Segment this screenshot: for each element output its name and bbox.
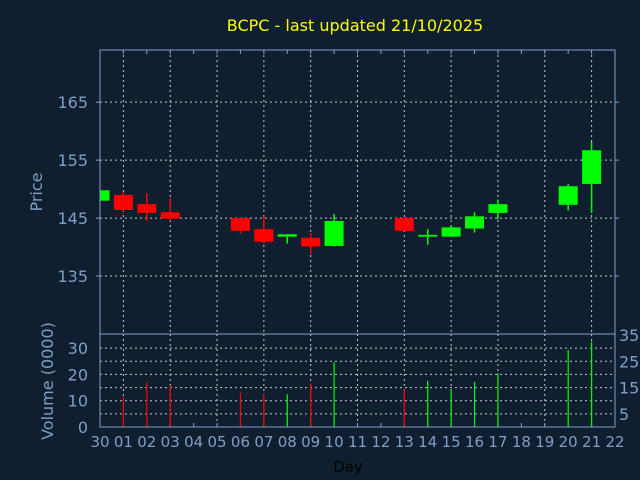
candle-body xyxy=(558,186,578,205)
x-tick-label: 18 xyxy=(512,433,531,451)
volume-plot-frame xyxy=(99,333,616,428)
x-tick-label: 08 xyxy=(278,433,297,451)
x-tick-label: 20 xyxy=(559,433,578,451)
x-tick-label: 06 xyxy=(231,433,250,451)
candle-body xyxy=(254,229,274,242)
volume-axis-label: Volume (0000) xyxy=(38,322,57,440)
x-tick-label: 16 xyxy=(465,433,484,451)
candle-body xyxy=(418,234,438,237)
x-tick-label: 22 xyxy=(605,433,624,451)
x-tick-label: 15 xyxy=(442,433,461,451)
candle-body xyxy=(582,150,602,184)
x-tick-label: 01 xyxy=(114,433,133,451)
x-tick-label: 09 xyxy=(301,433,320,451)
x-tick-label: 14 xyxy=(418,433,437,451)
volume-tick-label: 0 xyxy=(78,418,88,437)
candle-body xyxy=(113,194,133,210)
x-axis-label: Day xyxy=(333,458,363,476)
x-tick-label: 11 xyxy=(348,433,367,451)
volume-tick-label: 25 xyxy=(619,352,639,371)
candle-body xyxy=(277,234,297,237)
price-tick-label: 165 xyxy=(57,93,88,112)
x-tick-label: 04 xyxy=(184,433,203,451)
price-tick-label: 135 xyxy=(57,267,88,286)
volume-tick-label: 10 xyxy=(68,392,88,411)
candle-body xyxy=(160,212,180,219)
y-axis-label: Price xyxy=(27,172,46,211)
volume-tick-label: 30 xyxy=(68,339,88,358)
candle-body xyxy=(230,218,250,231)
x-tick-label: 02 xyxy=(137,433,156,451)
volume-tick-label: 35 xyxy=(619,326,639,345)
x-tick-label: 12 xyxy=(371,433,390,451)
volume-tick-label: 20 xyxy=(68,365,88,384)
candle-body xyxy=(301,237,321,247)
x-tick-label: 17 xyxy=(488,433,507,451)
candle-body xyxy=(465,216,485,229)
x-tick-label: 19 xyxy=(535,433,554,451)
x-tick-label: 13 xyxy=(395,433,414,451)
x-tick-label: 10 xyxy=(325,433,344,451)
volume-tick-label: 5 xyxy=(619,405,629,424)
x-tick-label: 21 xyxy=(582,433,601,451)
x-tick-label: 07 xyxy=(254,433,273,451)
price-tick-label: 155 xyxy=(57,151,88,170)
volume-tick-label: 15 xyxy=(619,379,639,398)
candle-body xyxy=(100,190,110,201)
x-tick-label: 05 xyxy=(207,433,226,451)
price-tick-label: 145 xyxy=(57,209,88,228)
x-tick-label: 03 xyxy=(161,433,180,451)
candle-body xyxy=(394,218,414,231)
candle-body xyxy=(137,204,157,213)
candle-body xyxy=(441,227,461,237)
chart-title: BCPC - last updated 21/10/2025 xyxy=(227,16,483,35)
candle-body xyxy=(488,204,508,213)
x-tick-label: 30 xyxy=(90,433,109,451)
candle-body xyxy=(324,220,344,246)
